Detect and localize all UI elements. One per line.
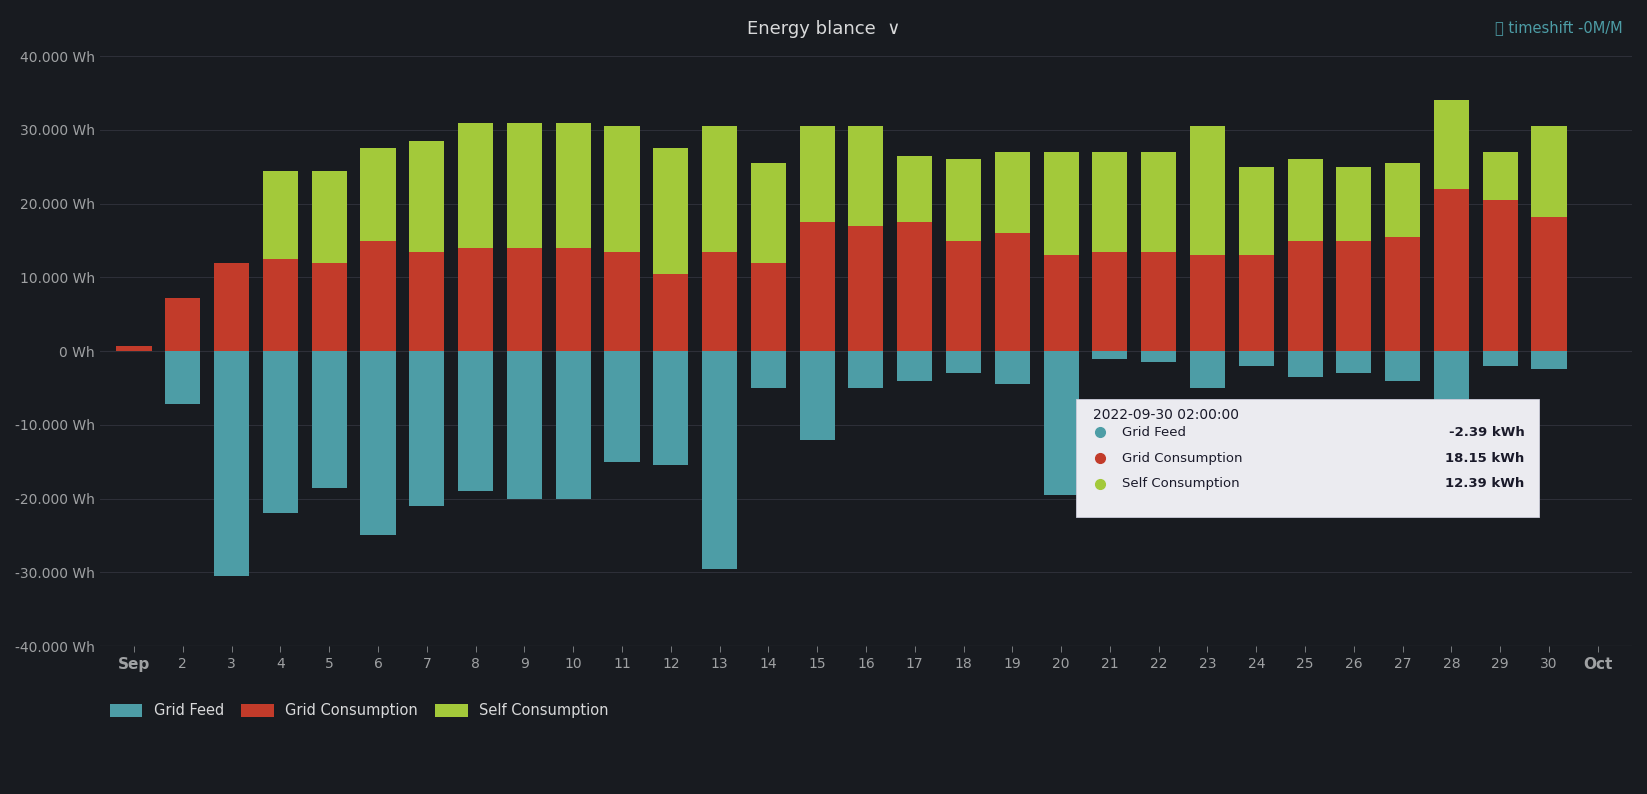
Bar bbox=[458, 248, 492, 351]
Bar bbox=[1239, 351, 1273, 366]
Bar bbox=[555, 122, 591, 248]
Bar bbox=[1435, 101, 1469, 189]
Bar bbox=[1288, 351, 1323, 377]
Bar bbox=[361, 148, 395, 241]
Bar bbox=[751, 263, 786, 351]
Bar bbox=[898, 156, 932, 222]
Bar bbox=[555, 248, 591, 351]
Bar bbox=[604, 351, 639, 462]
Bar bbox=[799, 222, 835, 351]
Bar bbox=[1141, 252, 1176, 351]
Bar bbox=[848, 225, 883, 351]
Bar bbox=[264, 259, 298, 351]
Bar bbox=[1044, 256, 1079, 351]
Text: 2022-09-30 02:00:00: 2022-09-30 02:00:00 bbox=[1094, 408, 1239, 422]
Bar bbox=[165, 298, 201, 351]
Bar bbox=[1189, 126, 1225, 256]
Bar bbox=[264, 351, 298, 514]
Bar bbox=[995, 351, 1029, 384]
Bar bbox=[654, 351, 688, 465]
Bar bbox=[751, 163, 786, 263]
Bar bbox=[361, 351, 395, 535]
Bar bbox=[945, 241, 982, 351]
Bar bbox=[458, 351, 492, 491]
Bar bbox=[408, 141, 445, 252]
Bar bbox=[1189, 351, 1225, 388]
Bar bbox=[1482, 351, 1519, 366]
Bar bbox=[1044, 351, 1079, 495]
Bar bbox=[1044, 152, 1079, 256]
Bar bbox=[898, 351, 932, 380]
Bar bbox=[1532, 218, 1566, 351]
Bar bbox=[507, 122, 542, 248]
Text: Energy blance  ∨: Energy blance ∨ bbox=[746, 20, 901, 38]
Text: Grid Consumption: Grid Consumption bbox=[1122, 452, 1242, 464]
Text: 12.39 kWh: 12.39 kWh bbox=[1446, 477, 1525, 491]
Bar bbox=[165, 351, 201, 404]
Bar bbox=[702, 126, 738, 252]
Bar bbox=[945, 160, 982, 241]
Bar bbox=[1092, 152, 1128, 252]
Bar bbox=[702, 252, 738, 351]
Bar bbox=[898, 222, 932, 351]
Bar bbox=[458, 122, 492, 248]
Bar bbox=[1092, 252, 1128, 351]
Bar bbox=[1435, 351, 1469, 425]
Bar bbox=[1288, 241, 1323, 351]
Bar bbox=[848, 351, 883, 388]
Legend: Grid Feed, Grid Consumption, Self Consumption: Grid Feed, Grid Consumption, Self Consum… bbox=[104, 698, 614, 724]
Bar bbox=[604, 252, 639, 351]
Bar bbox=[995, 233, 1029, 351]
Bar bbox=[408, 252, 445, 351]
Bar bbox=[604, 126, 639, 252]
Bar bbox=[1141, 152, 1176, 252]
Bar bbox=[1239, 167, 1273, 256]
Bar bbox=[945, 351, 982, 373]
FancyBboxPatch shape bbox=[1075, 399, 1540, 517]
Bar bbox=[1385, 163, 1420, 237]
Bar bbox=[311, 351, 348, 488]
Bar bbox=[848, 126, 883, 225]
Bar bbox=[1336, 241, 1372, 351]
Bar bbox=[361, 241, 395, 351]
Bar bbox=[751, 351, 786, 388]
Bar bbox=[1385, 237, 1420, 351]
Bar bbox=[1141, 351, 1176, 362]
Bar bbox=[799, 126, 835, 222]
Bar bbox=[654, 274, 688, 351]
Bar bbox=[1482, 200, 1519, 351]
Bar bbox=[702, 351, 738, 569]
Text: Grid Feed: Grid Feed bbox=[1122, 426, 1186, 439]
Bar bbox=[654, 148, 688, 274]
Bar bbox=[214, 263, 249, 351]
Bar bbox=[214, 351, 249, 576]
Bar bbox=[555, 351, 591, 499]
Bar bbox=[1482, 152, 1519, 200]
Text: Self Consumption: Self Consumption bbox=[1122, 477, 1240, 491]
Bar bbox=[1336, 351, 1372, 373]
Bar bbox=[408, 351, 445, 506]
Text: ⦾ timeshift -0M/M: ⦾ timeshift -0M/M bbox=[1495, 20, 1622, 35]
Bar bbox=[1189, 256, 1225, 351]
Bar bbox=[1239, 256, 1273, 351]
Bar bbox=[799, 351, 835, 440]
Bar bbox=[311, 263, 348, 351]
Text: 18.15 kWh: 18.15 kWh bbox=[1446, 452, 1525, 464]
Bar bbox=[1288, 160, 1323, 241]
Bar bbox=[1435, 189, 1469, 351]
Bar bbox=[1336, 167, 1372, 241]
Bar bbox=[507, 351, 542, 499]
Text: -2.39 kWh: -2.39 kWh bbox=[1449, 426, 1525, 439]
Bar bbox=[1532, 351, 1566, 369]
Bar bbox=[311, 171, 348, 263]
Bar bbox=[264, 171, 298, 259]
Bar bbox=[995, 152, 1029, 233]
Bar bbox=[507, 248, 542, 351]
Bar bbox=[117, 346, 152, 351]
Bar bbox=[1385, 351, 1420, 380]
Bar bbox=[1092, 351, 1128, 359]
Bar bbox=[1532, 126, 1566, 218]
